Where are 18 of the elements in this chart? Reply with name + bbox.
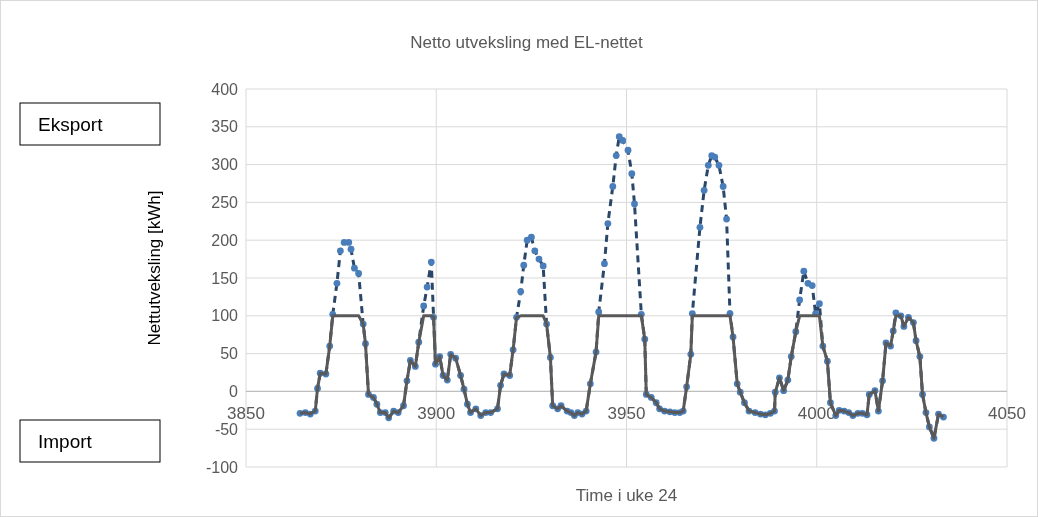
y-tick-label: -100 [205, 458, 239, 476]
y-tick-label: 0 [229, 383, 239, 400]
text: Import [38, 431, 93, 452]
text: Eksport [38, 114, 104, 135]
x-axis-title: Time i uke 24 [575, 486, 678, 505]
chart-title: Netto utveksling med EL-nettet [410, 33, 643, 52]
y-tick-label: 350 [211, 118, 239, 136]
y-tick-label: 200 [211, 231, 239, 249]
y-tick-label: 400 [211, 80, 239, 98]
x-tick-label: 4050 [988, 404, 1026, 424]
y-tick-label: 150 [211, 269, 239, 287]
x-tick-label: 3950 [607, 404, 646, 424]
y-axis-title: Nettutveksling [kWh] [145, 190, 164, 346]
y-tick-label: 50 [220, 345, 239, 363]
x-tick-label: 3900 [417, 404, 456, 424]
y-tick-label: 100 [211, 307, 239, 325]
y-tick-label: 250 [211, 194, 239, 211]
y-tick-label: 300 [211, 156, 239, 174]
